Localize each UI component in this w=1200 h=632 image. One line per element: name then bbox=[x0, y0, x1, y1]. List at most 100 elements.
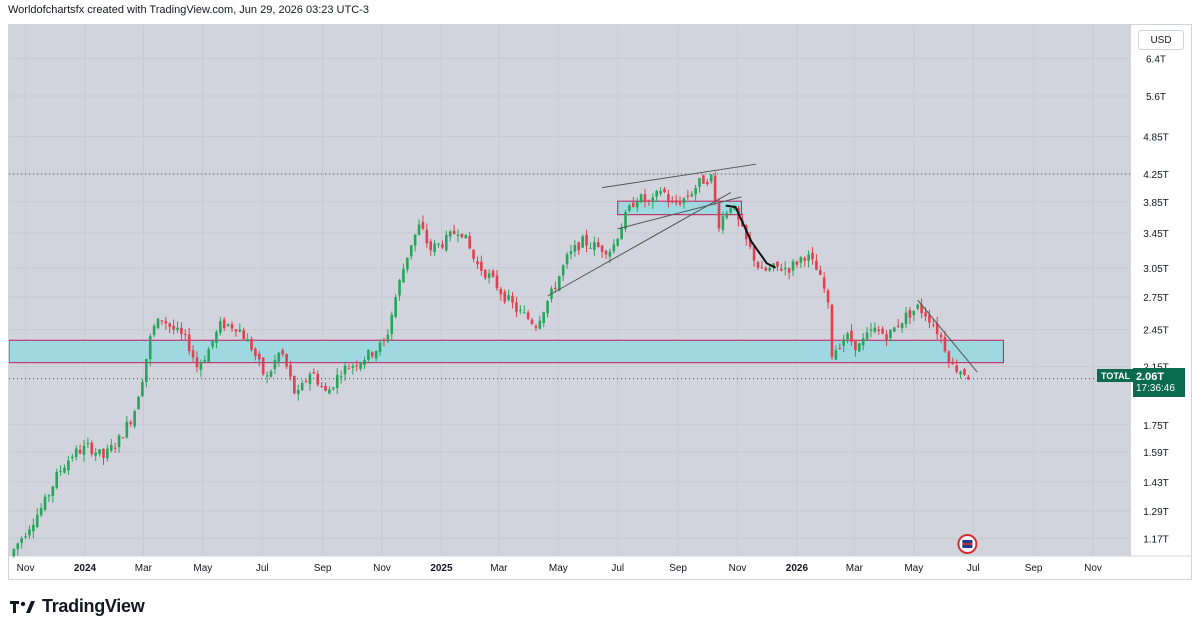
candle-body bbox=[526, 312, 530, 319]
candle-body bbox=[857, 343, 861, 352]
candle-body bbox=[113, 447, 117, 449]
candle-body bbox=[585, 234, 588, 246]
candle-body bbox=[487, 273, 491, 278]
candle-body bbox=[522, 312, 526, 314]
candle-body bbox=[557, 276, 561, 291]
candle-body bbox=[219, 321, 222, 333]
candle-body bbox=[904, 312, 908, 325]
candle-body bbox=[896, 325, 900, 327]
candle-body bbox=[370, 352, 374, 357]
candle-body bbox=[834, 350, 838, 360]
candle-body bbox=[293, 376, 296, 394]
trendline bbox=[602, 163, 757, 189]
currency-button[interactable]: USD bbox=[1138, 30, 1184, 50]
candle-body bbox=[67, 460, 70, 471]
candle-body bbox=[803, 258, 807, 261]
candle-body bbox=[417, 224, 421, 235]
candle-body bbox=[351, 365, 355, 368]
candle-body bbox=[733, 207, 736, 210]
candle-body bbox=[82, 445, 86, 455]
candle-body bbox=[433, 243, 436, 253]
candle-body bbox=[304, 380, 308, 382]
candle-body bbox=[456, 234, 460, 237]
candle-body bbox=[238, 329, 242, 332]
candle-body bbox=[359, 362, 362, 369]
candle-body bbox=[187, 334, 191, 352]
support-zone bbox=[8, 339, 1004, 364]
x-tick-label: Jul bbox=[967, 563, 980, 574]
x-tick-label: Mar bbox=[490, 563, 508, 574]
candle-body bbox=[815, 260, 818, 270]
x-tick-label: May bbox=[193, 563, 212, 574]
candle-body bbox=[168, 323, 172, 327]
candle-body bbox=[285, 354, 288, 367]
candle-body bbox=[947, 351, 951, 363]
candle-body bbox=[460, 233, 464, 238]
x-tick-label: Nov bbox=[729, 563, 747, 574]
candle-body bbox=[24, 536, 27, 538]
candle-body bbox=[573, 245, 577, 252]
candle-body bbox=[43, 496, 47, 510]
candle-body bbox=[783, 267, 787, 270]
trendline bbox=[917, 299, 978, 373]
candle-body bbox=[390, 314, 394, 335]
y-tick-label: 3.05T bbox=[1143, 264, 1169, 275]
candle-body bbox=[764, 268, 768, 271]
x-tick-label: Nov bbox=[373, 563, 391, 574]
candle-body bbox=[164, 320, 168, 324]
candle-body bbox=[409, 245, 413, 257]
candle-body bbox=[881, 328, 884, 334]
x-tick-label: Nov bbox=[17, 563, 35, 574]
candle-body bbox=[554, 287, 557, 289]
candle-body bbox=[791, 261, 795, 271]
candle-body bbox=[908, 310, 912, 318]
candle-body bbox=[355, 365, 359, 367]
candle-body bbox=[655, 190, 658, 197]
candle-body bbox=[191, 350, 195, 358]
candle-body bbox=[600, 245, 604, 252]
candle-body bbox=[215, 331, 218, 344]
candle-body bbox=[725, 213, 729, 218]
candle-body bbox=[402, 268, 405, 283]
candle-body bbox=[538, 320, 542, 329]
candle-body bbox=[148, 336, 152, 360]
candle-body bbox=[491, 270, 495, 277]
candle-body bbox=[604, 250, 608, 255]
candle-body bbox=[145, 358, 148, 382]
candle-body bbox=[682, 198, 686, 204]
candle-body bbox=[686, 195, 690, 197]
candle-body bbox=[830, 304, 834, 357]
candle-body bbox=[98, 449, 101, 455]
y-tick-label: 5.6T bbox=[1146, 92, 1166, 103]
y-tick-label: 3.85T bbox=[1143, 198, 1169, 209]
candle-body bbox=[378, 342, 382, 353]
candle-body bbox=[464, 234, 468, 239]
candle-body bbox=[476, 261, 479, 265]
candle-body bbox=[28, 529, 31, 536]
candle-body bbox=[951, 361, 955, 365]
candle-body bbox=[480, 261, 483, 271]
candle-body bbox=[448, 231, 452, 237]
candle-body bbox=[152, 325, 156, 335]
candle-body bbox=[74, 448, 78, 458]
candle-body bbox=[273, 360, 277, 369]
x-tick-label: Sep bbox=[1025, 563, 1043, 574]
candle-body bbox=[694, 188, 697, 195]
tradingview-logo[interactable]: TradingView bbox=[10, 596, 145, 617]
candle-body bbox=[959, 371, 962, 375]
candle-body bbox=[643, 194, 647, 202]
candle-body bbox=[670, 200, 674, 203]
candle-body bbox=[78, 449, 82, 454]
y-tick-label: 4.85T bbox=[1143, 133, 1169, 144]
candle-body bbox=[109, 445, 113, 451]
candle-body bbox=[507, 295, 510, 300]
candle-body bbox=[772, 263, 775, 268]
candle-body bbox=[760, 267, 764, 269]
y-tick-label: 2.45T bbox=[1143, 326, 1169, 337]
candle-body bbox=[129, 421, 133, 424]
candle-body bbox=[729, 208, 733, 213]
candle-body bbox=[511, 295, 514, 303]
candle-body bbox=[86, 442, 90, 444]
candle-body bbox=[663, 188, 666, 193]
